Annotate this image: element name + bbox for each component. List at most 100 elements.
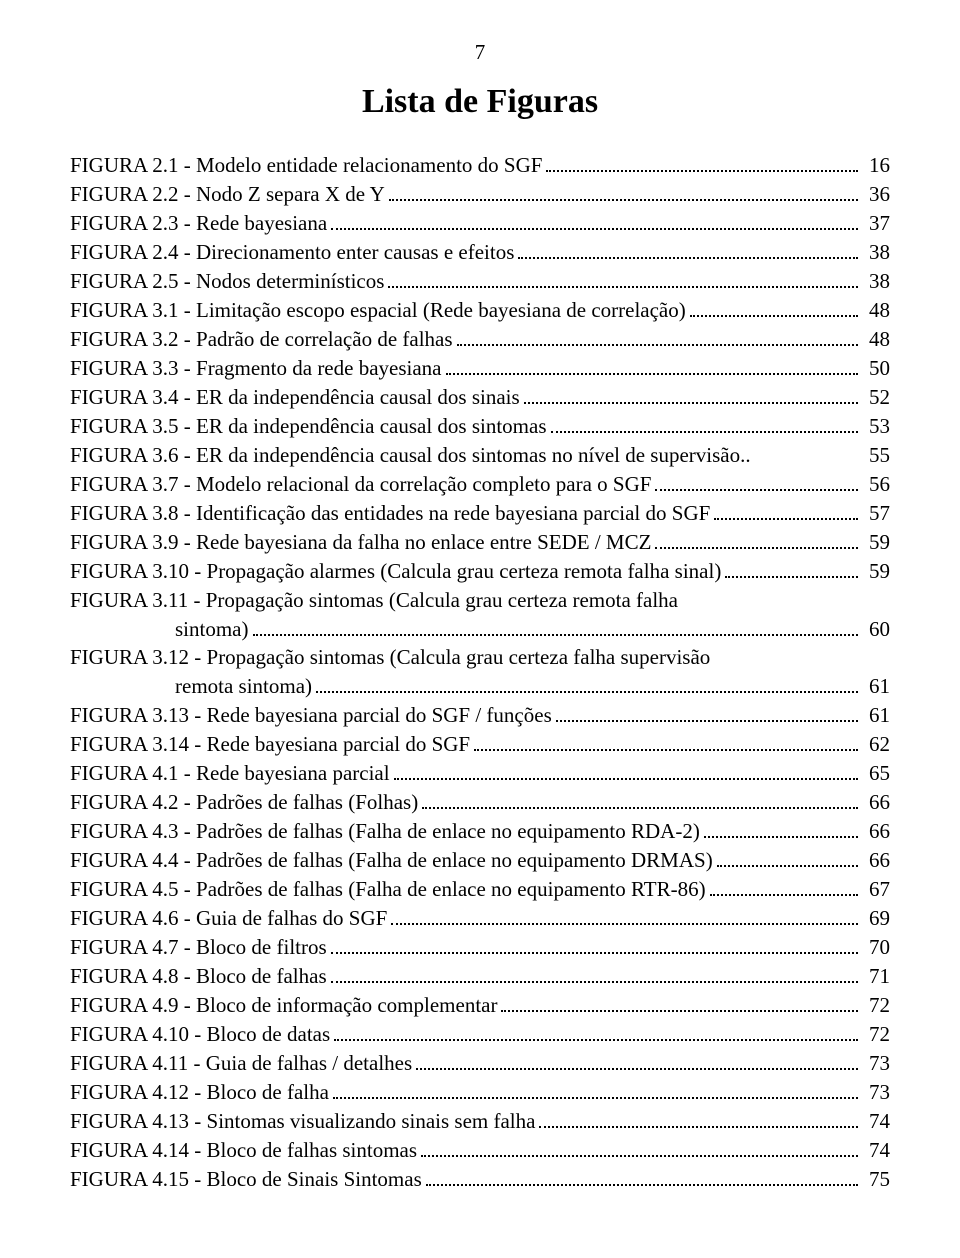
- entry-label: FIGURA 2.5 - Nodos determinísticos: [70, 267, 384, 296]
- entry-page-number: 67: [862, 875, 890, 904]
- entry-page-number: 48: [862, 325, 890, 354]
- entry-page-number: 38: [862, 267, 890, 296]
- entry-page-number: 55: [862, 441, 890, 470]
- figure-entry: FIGURA 3.14 - Rede bayesiana parcial do …: [70, 730, 890, 759]
- figure-entry: FIGURA 2.4 - Direcionamento enter causas…: [70, 238, 890, 267]
- entry-page-number: 71: [862, 962, 890, 991]
- entry-page-number: 65: [862, 759, 890, 788]
- figure-entry: FIGURA 2.5 - Nodos determinísticos 38: [70, 267, 890, 296]
- leader-dots: [655, 472, 858, 491]
- figure-entry: FIGURA 4.9 - Bloco de informação complem…: [70, 991, 890, 1020]
- entry-label: sintoma): [175, 615, 249, 644]
- figure-entry: FIGURA 2.1 - Modelo entidade relacioname…: [70, 151, 890, 180]
- entry-indent: [70, 615, 175, 644]
- entry-label: FIGURA 4.13 - Sintomas visualizando sina…: [70, 1107, 535, 1136]
- leader-dots: [725, 559, 858, 578]
- entry-page-number: 36: [862, 180, 890, 209]
- entry-label: FIGURA 2.4 - Direcionamento enter causas…: [70, 238, 514, 267]
- figure-entry: FIGURA 3.5 - ER da independência causal …: [70, 412, 890, 441]
- entry-page-number: 72: [862, 991, 890, 1020]
- entry-page-number: 56: [862, 470, 890, 499]
- leader-dots: [518, 240, 858, 259]
- entry-label: FIGURA 4.7 - Bloco de filtros: [70, 933, 327, 962]
- leader-dots: [457, 327, 858, 346]
- entry-label: FIGURA 3.5 - ER da independência causal …: [70, 412, 547, 441]
- leader-dots: [714, 501, 858, 520]
- figure-entry: FIGURA 3.2 - Padrão de correlação de fal…: [70, 325, 890, 354]
- leader-dots: [655, 530, 858, 549]
- entry-label: FIGURA 3.14 - Rede bayesiana parcial do …: [70, 730, 470, 759]
- entry-label: FIGURA 4.8 - Bloco de falhas: [70, 962, 327, 991]
- entry-label: FIGURA 3.7 - Modelo relacional da correl…: [70, 470, 651, 499]
- leader-dots: [331, 935, 858, 954]
- figure-entry: FIGURA 2.2 - Nodo Z separa X de Y36: [70, 180, 890, 209]
- entry-page-number: 16: [862, 151, 890, 180]
- entry-label: FIGURA 4.14 - Bloco de falhas sintomas: [70, 1136, 417, 1165]
- entry-label: remota sintoma): [175, 672, 312, 701]
- entry-page-number: 38: [862, 238, 890, 267]
- entry-label: FIGURA 3.9 - Rede bayesiana da falha no …: [70, 528, 651, 557]
- figure-entry: FIGURA 4.14 - Bloco de falhas sintomas74: [70, 1136, 890, 1165]
- entry-label: FIGURA 3.11 - Propagação sintomas (Calcu…: [70, 586, 678, 615]
- entry-page-number: 66: [862, 817, 890, 846]
- figure-entry: FIGURA 3.13 - Rede bayesiana parcial do …: [70, 701, 890, 730]
- leader-dots: [704, 819, 858, 838]
- entry-page-number: 59: [862, 557, 890, 586]
- entry-label: FIGURA 4.6 - Guia de falhas do SGF: [70, 904, 387, 933]
- leader-dots: [426, 1167, 858, 1186]
- figure-entry: FIGURA 3.1 - Limitação escopo espacial (…: [70, 296, 890, 325]
- figure-entry: remota sintoma)61: [70, 672, 890, 701]
- figure-entry: FIGURA 4.4 - Padrões de falhas (Falha de…: [70, 846, 890, 875]
- entry-page-number: 60: [862, 615, 890, 644]
- entry-label: FIGURA 4.3 - Padrões de falhas (Falha de…: [70, 817, 700, 846]
- leader-dots: [524, 385, 858, 404]
- leader-dots: [690, 298, 858, 317]
- figure-entry: FIGURA 4.2 - Padrões de falhas (Folhas) 6…: [70, 788, 890, 817]
- page-container: 7 Lista de Figuras FIGURA 2.1 - Modelo e…: [0, 0, 960, 1234]
- entry-page-number: 59: [862, 528, 890, 557]
- entry-label: FIGURA 3.6 - ER da independência causal …: [70, 441, 751, 470]
- entry-label: FIGURA 4.15 - Bloco de Sinais Sintomas: [70, 1165, 422, 1194]
- figure-list: FIGURA 2.1 - Modelo entidade relacioname…: [70, 151, 890, 1194]
- entry-label: FIGURA 4.2 - Padrões de falhas (Folhas): [70, 788, 418, 817]
- entry-label: FIGURA 4.11 - Guia de falhas / detalhes: [70, 1049, 412, 1078]
- figure-entry: FIGURA 3.6 - ER da independência causal …: [70, 441, 890, 470]
- entry-page-number: 37: [862, 209, 890, 238]
- entry-page-number: 75: [862, 1165, 890, 1194]
- leader-dots: [389, 182, 858, 201]
- figure-entry: FIGURA 2.3 - Rede bayesiana37: [70, 209, 890, 238]
- entry-label: FIGURA 3.12 - Propagação sintomas (Calcu…: [70, 643, 710, 672]
- entry-label: FIGURA 3.1 - Limitação escopo espacial (…: [70, 296, 686, 325]
- figure-entry: FIGURA 3.3 - Fragmento da rede bayesiana…: [70, 354, 890, 383]
- leader-dots: [333, 1080, 858, 1099]
- entry-label: FIGURA 3.10 - Propagação alarmes (Calcul…: [70, 557, 721, 586]
- entry-label: FIGURA 4.5 - Padrões de falhas (Falha de…: [70, 875, 706, 904]
- figure-entry: FIGURA 3.11 - Propagação sintomas (Calcu…: [70, 586, 890, 615]
- figure-entry: FIGURA 4.5 - Padrões de falhas (Falha de…: [70, 875, 890, 904]
- entry-page-number: 74: [862, 1107, 890, 1136]
- entry-page-number: 73: [862, 1049, 890, 1078]
- entry-page-number: 66: [862, 788, 890, 817]
- entry-label: FIGURA 4.9 - Bloco de informação complem…: [70, 991, 497, 1020]
- entry-page-number: 57: [862, 499, 890, 528]
- figure-entry: FIGURA 4.11 - Guia de falhas / detalhes 7…: [70, 1049, 890, 1078]
- leader-dots: [539, 1109, 858, 1128]
- leader-dots: [391, 906, 858, 925]
- entry-label: FIGURA 4.4 - Padrões de falhas (Falha de…: [70, 846, 713, 875]
- entry-indent: [70, 672, 175, 701]
- entry-label: FIGURA 3.13 - Rede bayesiana parcial do …: [70, 701, 552, 730]
- leader-dots: [421, 1138, 858, 1157]
- figure-entry: FIGURA 4.12 - Bloco de falha 73: [70, 1078, 890, 1107]
- entry-page-number: 52: [862, 383, 890, 412]
- entry-label: FIGURA 4.12 - Bloco de falha: [70, 1078, 329, 1107]
- leader-dots: [394, 762, 858, 781]
- entry-page-number: 73: [862, 1078, 890, 1107]
- leader-dots: [474, 733, 858, 752]
- leader-dots: [331, 211, 858, 230]
- figure-entry: FIGURA 4.10 - Bloco de datas72: [70, 1020, 890, 1049]
- entry-page-number: 53: [862, 412, 890, 441]
- figure-entry: FIGURA 3.12 - Propagação sintomas (Calcu…: [70, 643, 890, 672]
- entry-page-number: 66: [862, 846, 890, 875]
- leader-dots: [546, 153, 858, 172]
- entry-label: FIGURA 3.2 - Padrão de correlação de fal…: [70, 325, 453, 354]
